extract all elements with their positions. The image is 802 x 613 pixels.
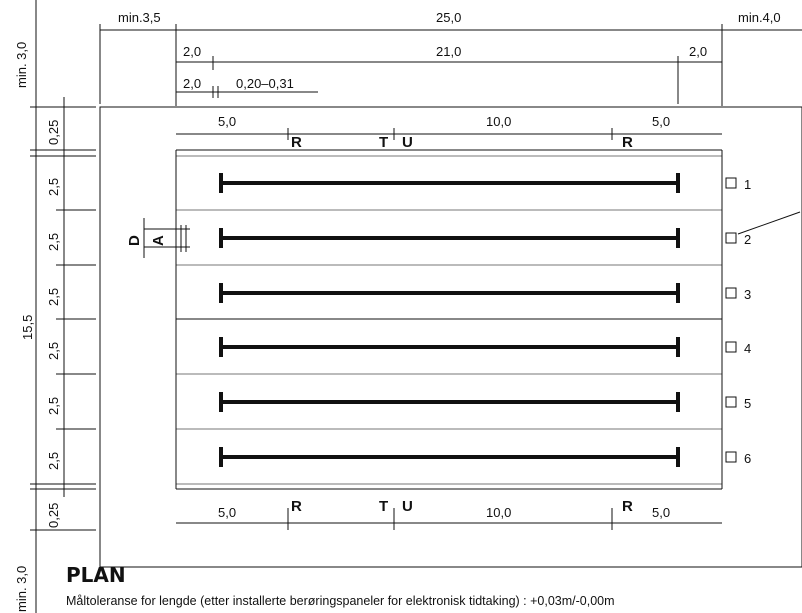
dim-row3-2: 2,0 [183, 76, 201, 91]
dim-min-bottom: min. 3,0 [14, 566, 29, 612]
starting-block-icon [725, 396, 737, 408]
dim-lane-width: 2,5 [46, 288, 61, 306]
left-dimensions: min. 3,0 0,25 2,5 2,5 2,5 2,5 2,5 2,5 15… [14, 0, 96, 613]
dim-min-right: min.4,0 [738, 10, 781, 25]
mark-t: T [379, 134, 388, 151]
starting-block-icon [725, 287, 737, 299]
deck-outline [99, 106, 802, 568]
lane-ropes [219, 173, 680, 467]
dim-lane-width: 2,5 [46, 397, 61, 415]
lane-number: 3 [744, 287, 751, 302]
lane-rope [219, 228, 680, 248]
lane-number: 6 [744, 451, 751, 466]
starting-block-icon [725, 232, 737, 244]
top-dimensions: min.3,5 25,0 min.4,0 2,0 21,0 2,0 2,0 0,… [99, 10, 802, 106]
dim-lane-width: 2,5 [46, 452, 61, 470]
starting-block-icon [725, 451, 737, 463]
lane-rope [219, 283, 680, 303]
lane-rope [219, 392, 680, 412]
dim-min-top: min. 3,0 [14, 42, 29, 88]
dim-bottom-5-right: 5,0 [652, 505, 670, 520]
dim-right-2: 2,0 [689, 44, 707, 59]
dim-top-10: 10,0 [486, 114, 511, 129]
lane-width-marks: D A [126, 218, 190, 258]
lane-number: 2 [744, 232, 751, 247]
dim-21: 21,0 [436, 44, 461, 59]
lane-markers: 1 2 3 4 5 6 [725, 177, 801, 466]
inner-bottom-dimensions: 5,0 10,0 5,0 R T U R [176, 498, 722, 530]
mark-a: A [150, 235, 167, 246]
mark-r: R [622, 498, 633, 515]
tolerance-note: Måltoleranse for lengde (etter installer… [66, 594, 615, 608]
dim-bottom-10: 10,0 [486, 505, 511, 520]
mark-r: R [622, 134, 633, 151]
pool-body [175, 149, 723, 490]
mark-u: U [402, 134, 413, 151]
dim-left-2: 2,0 [183, 44, 201, 59]
starting-block-icon [725, 341, 737, 353]
dim-total-width: 15,5 [20, 315, 35, 340]
dim-top-5-left: 5,0 [218, 114, 236, 129]
lane-rope [219, 447, 680, 467]
lane-number: 4 [744, 341, 751, 356]
lane-rope [219, 337, 680, 357]
dim-lane-width: 2,5 [46, 178, 61, 196]
lane-number: 1 [744, 177, 751, 192]
inner-top-dimensions: 5,0 10,0 5,0 R T U R [176, 114, 722, 151]
mark-t: T [379, 498, 388, 515]
dim-margin-top: 0,25 [46, 120, 61, 145]
mark-d: D [126, 235, 143, 246]
page-title: PLAN [66, 563, 126, 587]
dim-margin-bottom: 0,25 [46, 503, 61, 528]
starting-block-icon [725, 177, 737, 189]
mark-r: R [291, 498, 302, 515]
dim-lane-width: 2,5 [46, 342, 61, 360]
lane-rope [219, 173, 680, 193]
dim-lane-width: 2,5 [46, 233, 61, 251]
dim-top-5-right: 5,0 [652, 114, 670, 129]
dim-tolerance: 0,20–0,31 [236, 76, 294, 91]
dim-min-left: min.3,5 [118, 10, 161, 25]
lane-number: 5 [744, 396, 751, 411]
mark-u: U [402, 498, 413, 515]
dim-total-length: 25,0 [436, 10, 461, 25]
leader-line [737, 211, 801, 235]
mark-r: R [291, 134, 302, 151]
dim-bottom-5-left: 5,0 [218, 505, 236, 520]
